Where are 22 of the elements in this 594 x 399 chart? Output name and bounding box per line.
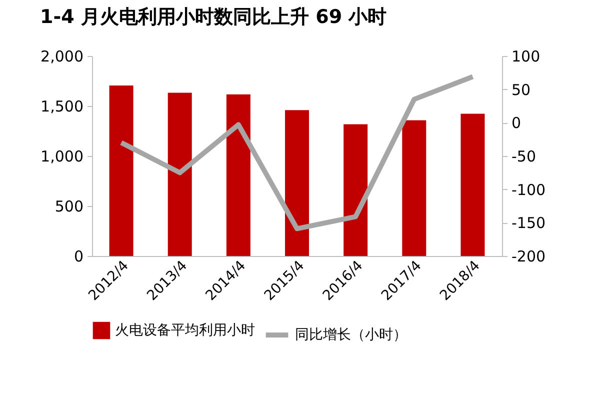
y2-tick-label: -100: [512, 180, 546, 199]
y-tick-label: 0: [74, 248, 84, 266]
y2-tick-label: -50: [512, 148, 536, 166]
y-tick-label: 2,000: [40, 48, 84, 66]
bar: [402, 120, 426, 256]
bar: [109, 86, 134, 256]
y2-tick-label: -200: [512, 248, 546, 266]
bar: [344, 124, 368, 256]
y2-tick-label: 50: [512, 80, 531, 99]
legend-label: 同比增长（小时）: [295, 327, 407, 343]
chart-title: 1-4 月火电利用小时数同比上升 69 小时: [40, 6, 387, 28]
y2-tick-label: -150: [512, 214, 546, 232]
y-tick-label: 1,500: [40, 98, 84, 116]
bar: [226, 94, 250, 256]
bar: [168, 92, 192, 256]
legend-label: 火电设备平均利用小时: [115, 322, 255, 338]
y-tick-label: 500: [54, 198, 84, 216]
y-tick-label: 1,000: [40, 148, 84, 166]
bar: [285, 110, 309, 256]
y2-tick-label: 100: [512, 48, 540, 66]
y2-tick-label: 0: [512, 114, 522, 132]
bar: [460, 114, 485, 256]
